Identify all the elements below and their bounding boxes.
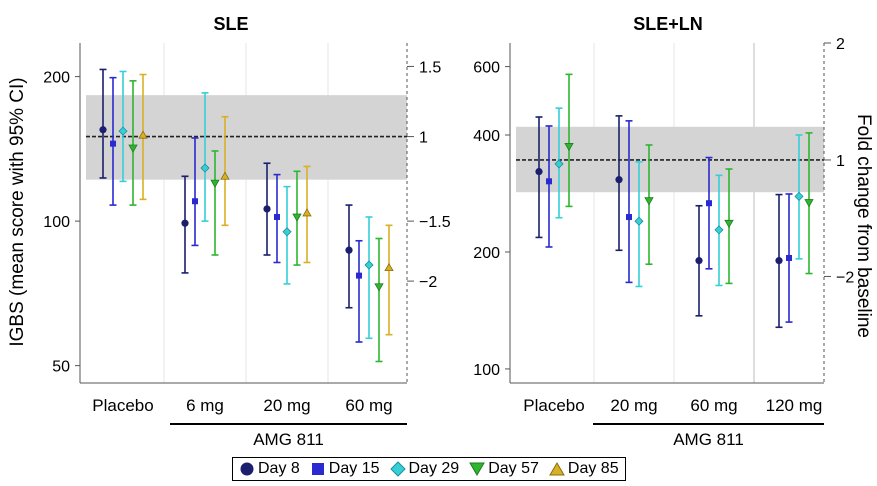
point-day-29-120-mg	[794, 191, 804, 201]
plot-area-sle-ln: 100 200 400 600 2 1 −2 Placebo 20 mg 60 mg 120 mg A…	[473, 36, 854, 449]
y-tick-label: 200	[43, 70, 70, 87]
point-day-57-20-mg	[644, 197, 654, 206]
y2-axis-label: Fold change from baseline	[853, 114, 874, 338]
y-tick-label: 100	[43, 214, 70, 231]
y2-tick-label: −1.5	[419, 214, 451, 231]
panel-sle: SLE IGBS (mean score with 95% CI) 50 100 2…	[7, 14, 451, 449]
point-day-85-60-mg	[384, 262, 394, 272]
point-day-15-120-mg	[786, 254, 792, 261]
point-day-57-60-mg	[374, 283, 384, 292]
point-day-29-placebo	[118, 126, 128, 136]
point-day-15-20-mg	[626, 214, 632, 221]
point-day-15-6-mg	[192, 198, 198, 205]
legend-label: Day 15	[328, 460, 380, 477]
panel-title-sle-ln: SLE+LN	[633, 14, 703, 34]
panel-title-sle: SLE	[213, 14, 248, 34]
triangle-down-marker-icon	[469, 462, 486, 476]
panel-sle-ln: SLE+LN Fold change from baseline 100 200 4…	[473, 14, 874, 449]
x-tick-label-placebo: Placebo	[92, 396, 153, 415]
point-day-57-placebo	[128, 144, 138, 153]
point-day-8-20-mg	[263, 205, 271, 213]
point-day-8-20-mg	[615, 176, 623, 184]
y-tick-label: 50	[52, 359, 70, 376]
point-day-57-20-mg	[292, 213, 302, 222]
circle-marker-icon	[240, 462, 254, 476]
point-day-29-20-mg	[282, 227, 292, 237]
group-label: AMG 811	[673, 430, 744, 449]
x-tick-label-120-mg: 120 mg	[766, 396, 823, 415]
legend-label: Day 85	[567, 460, 619, 477]
reference-band	[86, 95, 407, 180]
y2-tick-label: 1	[419, 130, 428, 147]
legend-item-day-85: Day 85	[549, 460, 619, 478]
point-day-15-placebo	[546, 178, 552, 185]
legend-item-day-15: Day 15	[310, 460, 380, 478]
legend: Day 8 Day 15 Day 29 Day 57 Day 85	[232, 457, 626, 481]
legend-item-day-29: Day 29	[389, 460, 460, 478]
point-day-29-60-mg	[364, 260, 374, 270]
legend-label: Day 29	[408, 460, 460, 477]
point-day-8-60-mg	[695, 257, 703, 265]
point-day-29-20-mg	[634, 216, 644, 226]
point-day-15-60-mg	[356, 272, 362, 279]
y-tick-label: 600	[473, 60, 500, 77]
y-axis-label: IGBS (mean score with 95% CI)	[7, 77, 28, 346]
x-tick-label-20-mg: 20 mg	[263, 396, 310, 415]
point-day-15-20-mg	[274, 213, 280, 220]
x-tick-label-60-mg: 60 mg	[345, 396, 392, 415]
y-tick-label: 400	[473, 128, 500, 145]
point-day-8-120-mg	[775, 257, 783, 265]
point-day-29-60-mg	[714, 225, 724, 235]
square-marker-icon	[311, 463, 324, 475]
point-day-8-placebo	[99, 126, 107, 134]
x-tick-label-placebo: Placebo	[523, 396, 584, 415]
x-tick-label-20-mg: 20 mg	[610, 396, 657, 415]
legend-item-day-57: Day 57	[469, 460, 539, 478]
point-day-8-6-mg	[181, 219, 189, 227]
point-day-29-placebo	[554, 159, 564, 169]
legend-item-day-8: Day 8	[239, 460, 300, 478]
point-day-57-120-mg	[804, 199, 814, 208]
legend-label: Day 8	[258, 460, 300, 477]
group-label: AMG 811	[253, 430, 324, 449]
x-tick-label-6-mg: 6 mg	[186, 396, 224, 415]
y2-tick-label: 1	[836, 153, 845, 170]
point-day-57-6-mg	[210, 179, 220, 188]
point-day-29-6-mg	[200, 163, 210, 173]
x-tick-label-60-mg: 60 mg	[690, 396, 737, 415]
y2-tick-label: 2	[836, 36, 845, 53]
y2-tick-label: −2	[836, 269, 854, 286]
legend-label: Day 57	[488, 460, 539, 477]
plot-area-sle: 50 100 200 1.5 1 −1.5 −2 Placebo 6 mg 20 mg 60 mg A…	[43, 43, 451, 449]
diamond-marker-icon	[389, 461, 406, 477]
point-day-57-placebo	[564, 142, 574, 152]
point-day-85-6-mg	[220, 171, 230, 180]
point-day-85-placebo	[138, 130, 148, 139]
point-day-15-60-mg	[706, 200, 712, 207]
point-day-57-60-mg	[724, 219, 734, 229]
point-day-15-placebo	[110, 140, 116, 147]
y-tick-label: 100	[473, 362, 500, 379]
point-day-8-60-mg	[345, 246, 353, 254]
triangle-up-marker-icon	[549, 462, 565, 476]
point-day-85-20-mg	[302, 208, 312, 217]
y2-tick-label: −2	[419, 274, 437, 291]
point-day-8-placebo	[535, 168, 543, 176]
y-tick-label: 200	[473, 245, 500, 262]
y2-tick-label: 1.5	[419, 59, 441, 76]
